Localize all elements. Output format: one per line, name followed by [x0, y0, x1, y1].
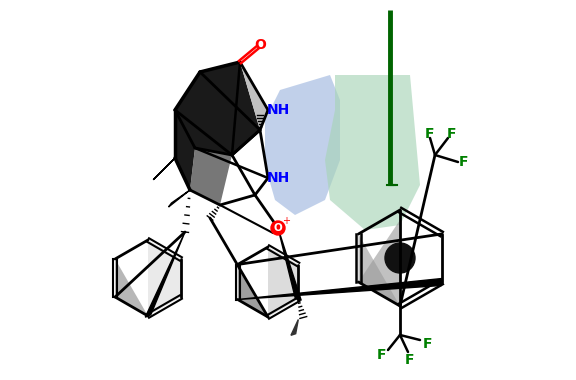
Polygon shape — [190, 148, 232, 205]
Polygon shape — [153, 158, 175, 180]
Text: F: F — [377, 348, 386, 362]
Polygon shape — [325, 75, 420, 230]
Polygon shape — [291, 320, 298, 335]
Polygon shape — [358, 234, 400, 306]
Text: O: O — [254, 38, 266, 52]
Text: F: F — [447, 127, 457, 141]
Polygon shape — [145, 232, 185, 317]
Polygon shape — [278, 228, 301, 300]
Circle shape — [271, 221, 285, 235]
Text: F: F — [458, 155, 468, 169]
Polygon shape — [238, 264, 268, 317]
Polygon shape — [169, 190, 190, 207]
Text: F: F — [406, 353, 415, 367]
Polygon shape — [175, 110, 195, 190]
Polygon shape — [238, 279, 442, 299]
Text: +: + — [282, 216, 290, 226]
Polygon shape — [240, 62, 268, 130]
Polygon shape — [265, 75, 340, 215]
Polygon shape — [115, 259, 148, 316]
Polygon shape — [175, 62, 260, 155]
Polygon shape — [358, 220, 400, 306]
Text: NH: NH — [266, 171, 290, 185]
Polygon shape — [148, 240, 181, 316]
Text: NH: NH — [266, 103, 290, 117]
Polygon shape — [268, 247, 298, 317]
Text: F: F — [425, 127, 435, 141]
Text: F: F — [423, 337, 433, 351]
Circle shape — [385, 243, 415, 273]
Text: O: O — [274, 223, 282, 233]
